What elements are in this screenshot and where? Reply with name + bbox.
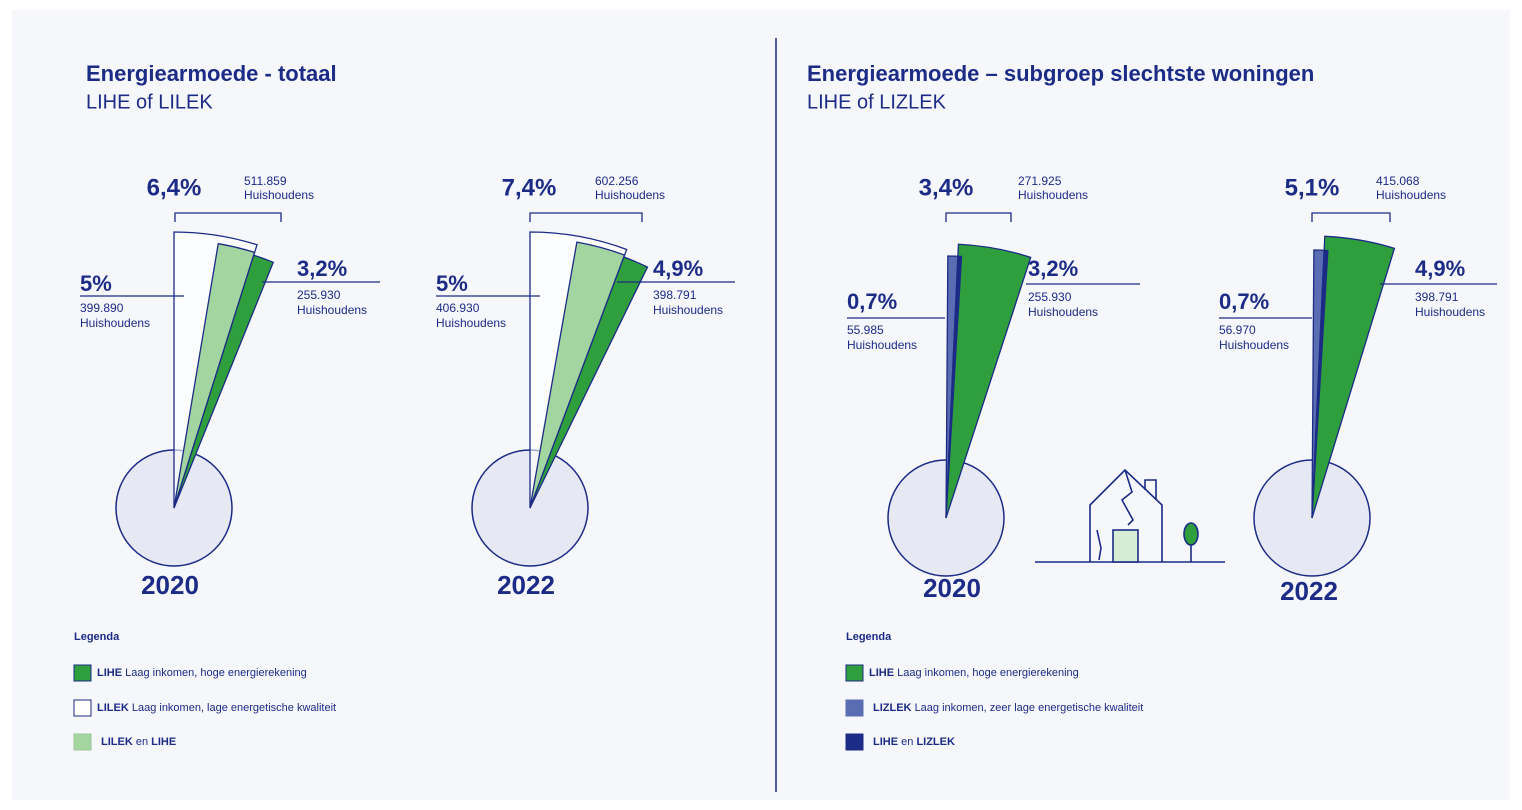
legend-swatch: [845, 733, 864, 751]
total-count: 602.256: [595, 174, 639, 188]
legend-text: LILEK Laag inkomen, lage energetische kw…: [97, 702, 336, 714]
legend-text: LIHE Laag inkomen, hoge energierekening: [97, 667, 307, 679]
legend-description: en: [901, 736, 913, 748]
total-unit: Huishoudens: [595, 188, 665, 202]
total-count: 271.925: [1018, 174, 1062, 188]
door: [1112, 529, 1139, 563]
chimney: [1144, 479, 1157, 500]
legend-heading: Legenda: [846, 631, 892, 643]
left-count: 56.970: [1219, 323, 1256, 337]
legend-text: LIHE Laag inkomen, hoge energierekening: [869, 667, 1079, 679]
right-percentage: 4,9%: [1415, 256, 1465, 281]
left-unit: Huishoudens: [80, 316, 150, 330]
right-count: 398.791: [1415, 290, 1459, 304]
left-count: 399.890: [80, 301, 124, 315]
legend-key: LIHE: [151, 736, 176, 748]
legend-swatch: [73, 733, 92, 751]
legend-description: Laag inkomen, hoge energierekening: [897, 667, 1079, 679]
background: [12, 10, 1510, 800]
legend-text: LIZLEK Laag inkomen, zeer lage energetis…: [873, 702, 1143, 714]
right-count: 255.930: [297, 288, 341, 302]
panel-subtitle: LIHE of LILEK: [86, 91, 213, 113]
panel-title: Energiearmoede - totaal: [86, 61, 337, 86]
legend-text: LILEK en LIHE: [101, 736, 176, 748]
crack: [1096, 529, 1102, 561]
legend-key: LIHE: [873, 736, 898, 748]
legend-key: LIHE: [97, 667, 122, 679]
year-label: 2020: [141, 570, 199, 600]
legend-heading: Legenda: [74, 631, 120, 643]
total-percentage: 5,1%: [1285, 174, 1340, 201]
legend-swatch: [845, 664, 864, 682]
total-bracket: [174, 212, 282, 222]
left-count: 406.930: [436, 301, 480, 315]
total-unit: Huishoudens: [244, 188, 314, 202]
left-unit: Huishoudens: [847, 338, 917, 352]
legend-text: LIHE en LIZLEK: [873, 736, 955, 748]
right-percentage: 4,9%: [653, 256, 703, 281]
lihe-wedge: [945, 243, 1032, 519]
year-label: 2022: [497, 570, 555, 600]
legend-key: LIZLEK: [916, 736, 955, 748]
legend-swatch: [845, 699, 864, 717]
left-percentage: 5%: [80, 271, 112, 296]
right-unit: Huishoudens: [1028, 305, 1098, 319]
crack: [1120, 469, 1134, 526]
legend-key: LILEK: [101, 736, 133, 748]
right-percentage: 3,2%: [1028, 256, 1078, 281]
panel-subtitle: LIHE of LIZLEK: [807, 91, 947, 113]
total-bracket: [1311, 212, 1391, 222]
lihe-wedge: [173, 254, 275, 509]
legend-swatch: [73, 699, 92, 717]
right-unit: Huishoudens: [1415, 305, 1485, 319]
left-percentage: 0,7%: [847, 289, 897, 314]
legend-key: LIHE: [869, 667, 894, 679]
lihe-wedge: [1311, 235, 1396, 519]
right-count: 398.791: [653, 288, 697, 302]
legend-description: Laag inkomen, zeer lage energetische kwa…: [915, 702, 1144, 714]
right-count: 255.930: [1028, 290, 1072, 304]
total-count: 511.859: [244, 174, 287, 188]
left-percentage: 0,7%: [1219, 289, 1269, 314]
total-bracket: [529, 212, 643, 222]
house-illustration: [1035, 468, 1225, 563]
total-unit: Huishoudens: [1376, 188, 1446, 202]
total-percentage: 6,4%: [147, 174, 202, 201]
right-percentage: 3,2%: [297, 256, 347, 281]
legend-description: Laag inkomen, hoge energierekening: [125, 667, 307, 679]
lihe-wedge: [529, 256, 649, 509]
tree-crown: [1183, 522, 1199, 546]
panel-title: Energiearmoede – subgroep slechtste woni…: [807, 61, 1314, 86]
total-unit: Huishoudens: [1018, 188, 1088, 202]
total-percentage: 3,4%: [919, 174, 974, 201]
lilek-lihe-wedge: [529, 241, 626, 509]
left-percentage: 5%: [436, 271, 468, 296]
total-count: 415.068: [1376, 174, 1420, 188]
legend-description: Laag inkomen, lage energetische kwalitei…: [132, 702, 336, 714]
legend-key: LILEK: [97, 702, 129, 714]
left-unit: Huishoudens: [1219, 338, 1289, 352]
lilek-lihe-wedge: [173, 242, 256, 509]
lihe-lizlek-wedge: [945, 255, 963, 519]
legend-key: LIZLEK: [873, 702, 912, 714]
legend-description: en: [136, 736, 148, 748]
right-unit: Huishoudens: [653, 303, 723, 317]
right-unit: Huishoudens: [297, 303, 367, 317]
year-label: 2020: [923, 573, 981, 603]
left-count: 55.985: [847, 323, 884, 337]
year-label: 2022: [1280, 576, 1338, 606]
total-bracket: [945, 212, 1012, 222]
legend-swatch: [73, 664, 92, 682]
total-percentage: 7,4%: [502, 174, 557, 201]
left-unit: Huishoudens: [436, 316, 506, 330]
lihe-lizlek-wedge: [1311, 249, 1329, 519]
